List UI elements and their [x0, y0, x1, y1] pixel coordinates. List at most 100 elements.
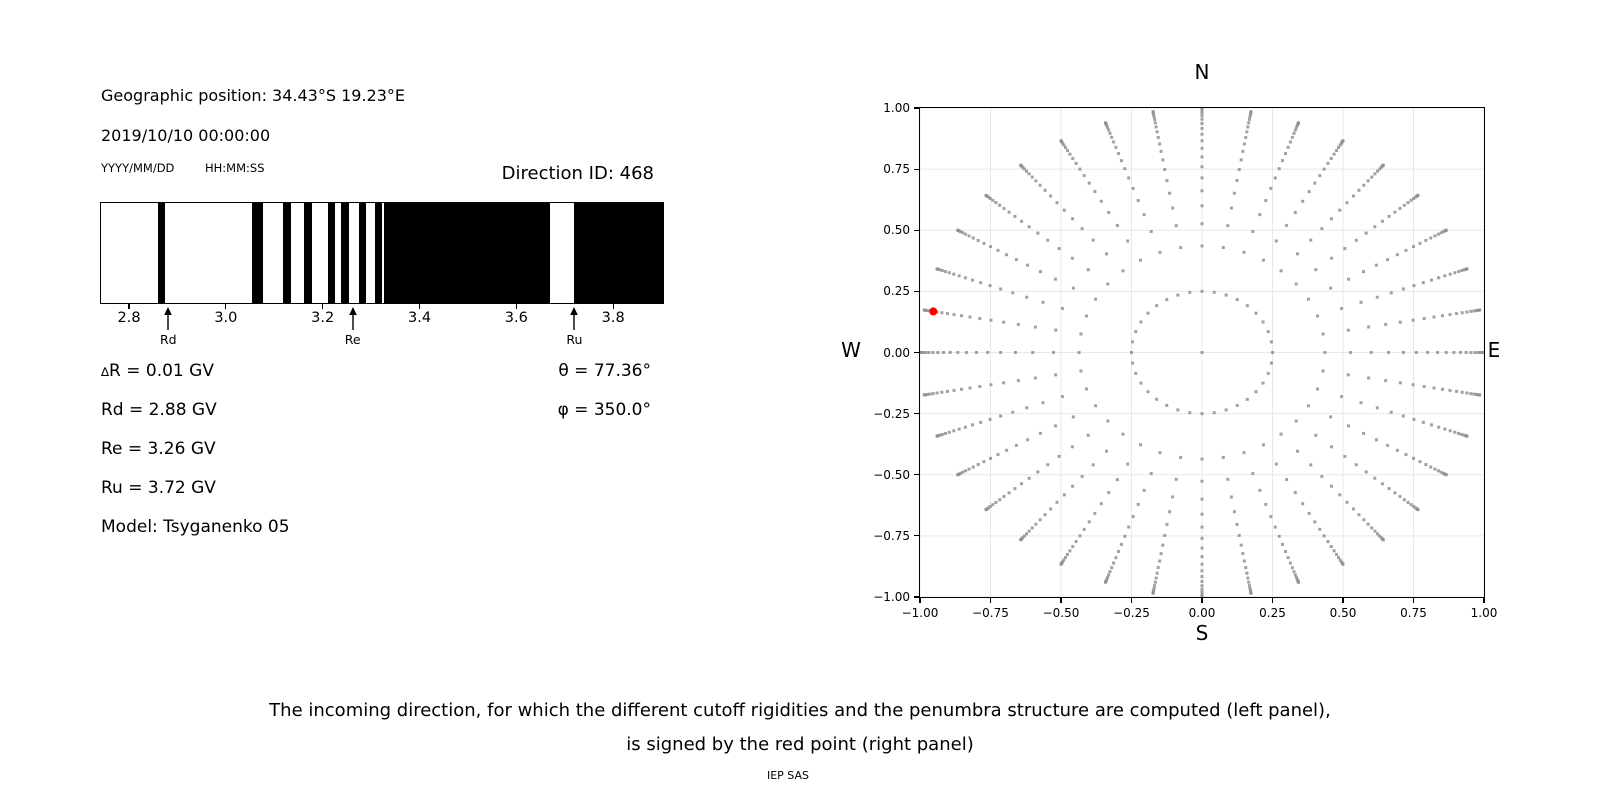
- direction-dot: [1016, 322, 1020, 326]
- direction-dot: [1376, 532, 1380, 536]
- direction-dot: [1027, 225, 1031, 229]
- direction-dot: [1258, 488, 1262, 492]
- direction-dot: [1274, 239, 1278, 243]
- direction-dot: [1460, 432, 1464, 436]
- direction-dot: [1244, 135, 1248, 139]
- direction-x-tick-mark: [1483, 598, 1485, 603]
- direction-dot: [1158, 559, 1162, 563]
- direction-dot: [1351, 507, 1355, 511]
- direction-x-tick-mark: [1060, 598, 1062, 603]
- direction-dot: [1046, 238, 1050, 242]
- direction-dot: [1326, 161, 1330, 165]
- direction-dot: [1200, 132, 1204, 136]
- direction-dot: [1174, 477, 1178, 481]
- direction-dot: [1033, 325, 1037, 329]
- direction-dot: [1049, 507, 1053, 511]
- direction-dot: [1094, 297, 1098, 301]
- direction-dot: [1134, 330, 1138, 334]
- direction-dot: [1402, 203, 1406, 207]
- direction-dot: [1107, 128, 1111, 132]
- direction-dot: [1338, 143, 1342, 147]
- direction-dot: [1062, 558, 1066, 562]
- direction-dot: [1338, 493, 1342, 497]
- direction-dot: [1269, 515, 1273, 519]
- direction-dot: [1323, 351, 1327, 354]
- direction-dot: [1364, 231, 1368, 235]
- direction-dot: [1330, 445, 1334, 449]
- direction-dot: [1340, 306, 1344, 310]
- direction-dot: [1373, 172, 1377, 176]
- direction-dot: [1155, 397, 1159, 401]
- direction-dot: [1457, 431, 1461, 435]
- direction-x-tick-label: 0.50: [1329, 606, 1357, 620]
- direction-dot: [1013, 487, 1017, 491]
- direction-dot: [1409, 503, 1413, 507]
- direction-dot: [959, 230, 963, 234]
- direction-dot: [1200, 146, 1204, 150]
- direction-dot: [1200, 536, 1204, 540]
- direction-dot: [996, 453, 1000, 457]
- direction-dot: [1026, 438, 1030, 442]
- direction-dot: [1014, 443, 1018, 447]
- direction-dot: [1424, 238, 1428, 242]
- direction-dot: [1241, 149, 1245, 153]
- direction-dot: [1359, 300, 1363, 304]
- direction-dot: [1153, 580, 1157, 584]
- direction-dot: [1235, 522, 1239, 526]
- direction-dot: [1476, 351, 1480, 354]
- direction-dot: [1051, 351, 1055, 354]
- direction-dot: [1123, 167, 1127, 171]
- direction-dot: [1200, 109, 1204, 113]
- direction-dot: [1354, 238, 1358, 242]
- direction-dot: [956, 351, 960, 354]
- direction-x-tick-mark: [1342, 598, 1344, 603]
- direction-dot: [1345, 500, 1349, 504]
- direction-dot: [1152, 112, 1156, 116]
- direction-dot: [1038, 431, 1042, 435]
- direction-dot: [1318, 174, 1322, 178]
- direction-dot: [1248, 586, 1252, 590]
- direction-dot: [1235, 179, 1239, 183]
- direction-plot: [919, 107, 1485, 598]
- direction-dot: [1200, 351, 1204, 354]
- direction-dot: [1313, 520, 1317, 524]
- direction-dot: [971, 423, 975, 427]
- direction-dot: [1245, 571, 1249, 575]
- direction-dot: [988, 417, 992, 421]
- direction-dot: [1200, 189, 1204, 193]
- direction-y-tick-label: 1.00: [883, 101, 910, 115]
- direction-dot: [947, 430, 951, 434]
- direction-dot: [1055, 201, 1059, 205]
- direction-dot: [999, 351, 1003, 354]
- direction-dot: [1245, 304, 1249, 308]
- penumbra-bar: [340, 203, 349, 303]
- direction-dot: [1441, 387, 1445, 391]
- direction-dot: [1364, 470, 1368, 474]
- direction-dot: [1007, 491, 1011, 495]
- cutoff-arrow-re: [348, 307, 357, 330]
- direction-dot: [1041, 401, 1045, 405]
- direction-dot: [1200, 457, 1204, 461]
- direction-dot: [1071, 415, 1075, 419]
- direction-dot: [1079, 332, 1083, 336]
- direction-dot: [1038, 270, 1042, 274]
- direction-dot: [1277, 534, 1281, 538]
- direction-dot: [1200, 176, 1204, 180]
- direction-dot: [1321, 332, 1325, 336]
- direction-dot: [1332, 549, 1336, 553]
- direction-dot: [1105, 449, 1109, 453]
- direction-dot: [1071, 545, 1075, 549]
- direction-dot: [1334, 552, 1338, 556]
- penumbra-tick-label: 3.2: [311, 310, 335, 326]
- direction-dot: [1309, 238, 1313, 242]
- direction-dot: [1161, 543, 1165, 547]
- direction-dot: [1200, 595, 1204, 597]
- direction-dot: [1387, 351, 1391, 354]
- direction-dot: [945, 312, 949, 316]
- direction-dot: [1053, 424, 1057, 428]
- direction-dot: [1322, 534, 1326, 538]
- direction-dot: [1411, 456, 1415, 460]
- direction-dot: [1200, 587, 1204, 591]
- direction-dot: [931, 392, 935, 396]
- direction-dot: [1110, 566, 1114, 570]
